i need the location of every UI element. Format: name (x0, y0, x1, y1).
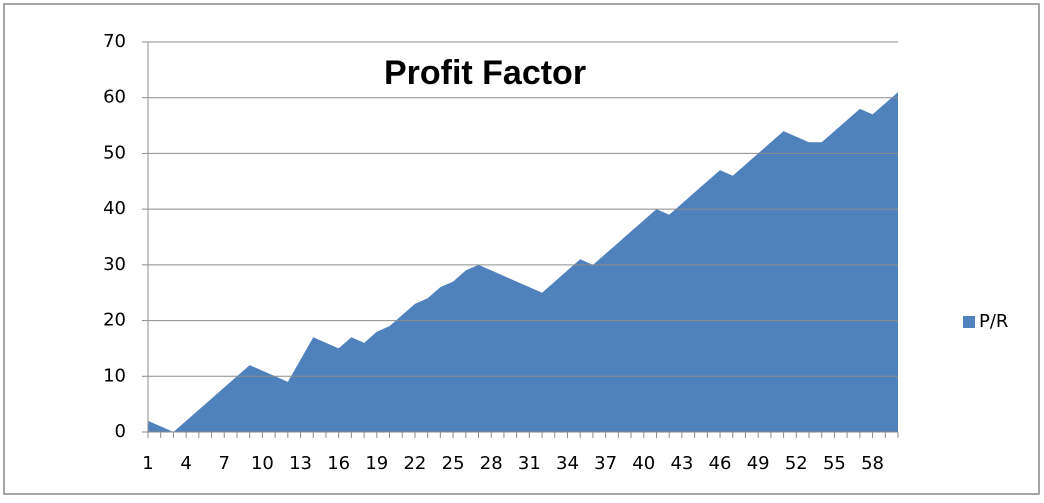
area (148, 92, 898, 433)
x-tick-label: 37 (594, 453, 617, 474)
x-tick-label: 10 (251, 453, 274, 474)
x-tick-label: 46 (709, 453, 732, 474)
x-tick-label: 52 (785, 453, 808, 474)
x-tick-label: 31 (518, 453, 541, 474)
y-tick-label: 0 (115, 421, 126, 442)
y-tick-label: 10 (103, 365, 126, 386)
x-tick-label: 4 (180, 453, 191, 474)
y-tick-label: 30 (103, 254, 126, 275)
x-tick-label: 25 (442, 453, 465, 474)
y-tick-label: 70 (103, 31, 126, 52)
y-tick-label: 20 (103, 310, 126, 331)
x-tick-label: 34 (556, 453, 579, 474)
legend-swatch (963, 316, 975, 328)
x-tick-label: 28 (480, 453, 503, 474)
y-tick-label: 50 (103, 142, 126, 163)
x-tick-label: 1 (142, 453, 153, 474)
x-tick-label: 43 (670, 453, 693, 474)
chart-title: Profit Factor (384, 54, 586, 92)
x-tick-label: 7 (219, 453, 230, 474)
x-tick-label: 55 (823, 453, 846, 474)
x-tick-label: 13 (289, 453, 312, 474)
legend-label: P/R (979, 311, 1008, 332)
y-tick-label: 60 (103, 87, 126, 108)
x-tick-label: 19 (365, 453, 388, 474)
x-tick-label: 16 (327, 453, 350, 474)
x-tick-label: 58 (861, 453, 884, 474)
x-tick-label: 22 (403, 453, 426, 474)
x-tick-label: 40 (632, 453, 655, 474)
x-tick-label: 49 (747, 453, 770, 474)
y-tick-label: 40 (103, 198, 126, 219)
